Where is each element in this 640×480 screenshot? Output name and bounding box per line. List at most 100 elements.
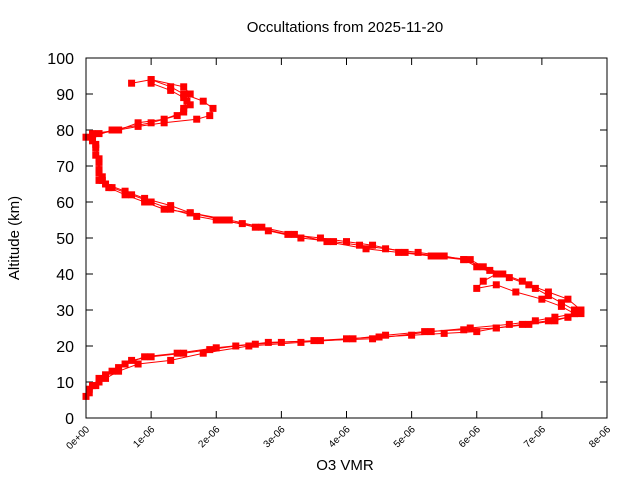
data-point [492, 270, 500, 278]
data-series [82, 76, 585, 400]
x-axis-label: O3 VMR [316, 457, 374, 474]
data-point [121, 187, 129, 195]
y-tick-label: 40 [56, 267, 74, 284]
data-point [160, 115, 168, 123]
y-tick-label: 60 [56, 195, 74, 212]
data-point [544, 317, 552, 325]
data-point [570, 310, 578, 318]
data-point [323, 238, 331, 246]
data-point [343, 238, 350, 246]
data-point [95, 130, 103, 138]
data-point [193, 212, 201, 220]
y-axis-label: Altitude (km) [6, 196, 23, 280]
data-point [141, 194, 149, 202]
data-point [434, 252, 442, 260]
data-point [89, 382, 97, 390]
data-point [186, 101, 194, 109]
data-point [95, 155, 103, 163]
data-point [186, 90, 194, 98]
data-point [492, 324, 500, 332]
data-point [186, 209, 194, 217]
data-point [134, 119, 142, 127]
data-point [128, 356, 136, 364]
y-tick-label: 100 [47, 51, 74, 68]
data-point [577, 310, 585, 318]
data-point [401, 248, 409, 256]
data-point [544, 288, 552, 296]
data-point [180, 83, 188, 91]
data-point [382, 331, 390, 339]
data-point [219, 216, 227, 224]
data-point [199, 97, 207, 105]
data-point [92, 151, 100, 159]
data-point [544, 292, 552, 300]
data-point [108, 367, 116, 375]
data-point [92, 144, 100, 152]
data-point [105, 184, 113, 192]
data-point [460, 256, 468, 264]
data-point [473, 263, 481, 271]
data-point [264, 338, 272, 346]
data-point [102, 374, 110, 382]
data-point [297, 234, 305, 242]
data-point [147, 76, 155, 84]
data-point [440, 329, 448, 337]
y-tick-label: 90 [56, 87, 74, 104]
data-point [95, 378, 103, 386]
data-point [95, 166, 103, 174]
data-point [238, 220, 246, 228]
data-point [369, 335, 377, 343]
data-point [460, 326, 468, 334]
data-point [147, 353, 155, 361]
x-tick-label: 5e-06 [392, 424, 418, 450]
data-point [251, 223, 259, 231]
data-point [356, 241, 364, 249]
data-point [316, 234, 324, 242]
data-point [316, 337, 324, 345]
x-tick-label: 7e-06 [522, 424, 548, 450]
data-point [167, 356, 175, 364]
data-point [134, 122, 142, 130]
data-point [564, 313, 572, 321]
data-point [95, 374, 103, 382]
series-1 [82, 76, 585, 400]
data-point [180, 349, 188, 357]
data-point [427, 252, 435, 260]
data-point [369, 241, 377, 249]
data-point [180, 94, 188, 102]
data-point [115, 126, 123, 134]
data-point [160, 119, 168, 127]
data-point [518, 320, 526, 328]
data-point [525, 320, 533, 328]
data-point [89, 133, 97, 141]
data-point [427, 328, 435, 336]
x-tick-label: 3e-06 [262, 424, 288, 450]
data-point [512, 288, 520, 296]
data-point [147, 198, 155, 206]
x-tick-label: 8e-06 [587, 424, 613, 450]
data-point [362, 245, 370, 253]
series-3 [89, 79, 585, 390]
data-point [141, 198, 149, 206]
data-point [382, 245, 390, 253]
data-point [264, 227, 272, 235]
data-point [209, 104, 217, 112]
y-tick-label: 10 [56, 375, 74, 392]
x-tick-label: 1e-06 [131, 424, 157, 450]
data-point [85, 385, 93, 393]
data-point [531, 317, 539, 325]
data-point [440, 252, 448, 260]
y-tick-label: 0 [65, 411, 74, 428]
y-tick-label: 80 [56, 123, 74, 140]
data-point [167, 202, 175, 210]
data-point [121, 360, 129, 368]
data-point [89, 130, 97, 138]
data-point [349, 335, 357, 343]
data-point [98, 173, 106, 181]
data-point [473, 284, 481, 292]
data-point [160, 205, 168, 213]
data-point [518, 277, 526, 285]
data-point [173, 112, 181, 120]
data-point [577, 306, 585, 314]
